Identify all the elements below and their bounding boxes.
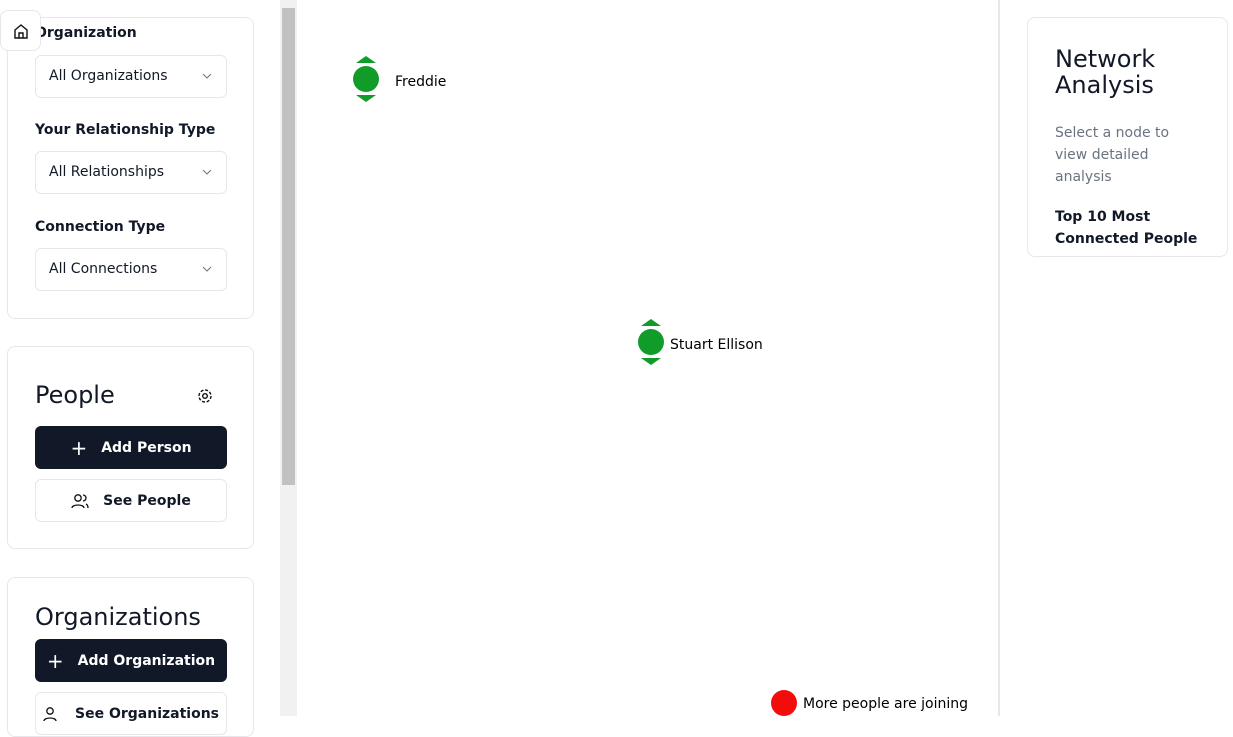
add-organization-button[interactable]: + Add Organization [35,639,227,682]
people-icon [71,493,89,508]
node[interactable]: Stuart Ellison [638,319,763,365]
see-organizations-button[interactable]: See Organizations [35,692,227,735]
filter-label: Connection Type [35,219,166,235]
select[interactable]: All Connections [35,248,227,291]
card-title: People [35,381,115,409]
card-title: Organizations [35,603,201,631]
scrollbar-thumb[interactable] [282,8,295,485]
button-label: Add Person [101,439,192,456]
home-button[interactable] [0,10,41,51]
node[interactable]: More people are joining [771,690,968,716]
filter-label: Organization [35,25,137,41]
scrollbar[interactable] [280,0,297,716]
network-graph[interactable]: Freddie Stuart Ellison More people are j… [298,0,998,716]
button-label: See Organizations [75,705,219,722]
chevron [202,266,212,272]
chevron [202,169,212,175]
filter-card: Organization All Organizations Your Rela… [7,17,254,319]
node[interactable]: Freddie [353,56,446,102]
organizations-card: Organizations + Add Organization See Orga… [7,577,254,737]
filter-label: Your Relationship Type [35,122,216,138]
hint: Select a node to view detailed analysis [1055,125,1170,185]
see-people-button[interactable]: See People [35,479,227,522]
analysis-card: Network Analysis Select a node to view d… [1027,17,1228,257]
settings-icon[interactable] [196,387,214,405]
select[interactable]: All Relationships [35,151,227,194]
button-label: Add Organization [77,652,216,669]
button-label: See People [103,492,191,509]
select-value: All Relationships [49,164,165,180]
card-title: Network Analysis [1055,45,1156,99]
node-label: Freddie [395,74,446,90]
divider [998,0,1000,716]
people-icon [43,706,57,721]
chevron [202,73,212,79]
select[interactable]: All Organizations [35,55,227,98]
select-value: All Organizations [49,68,168,84]
select-value: All Connections [49,261,158,277]
people-card: People + Add Person See People [7,346,254,549]
add-person-button[interactable]: + Add Person [35,426,227,469]
section-title: Top 10 Most Connected People [1055,209,1198,247]
home-icon [14,24,28,39]
node-label: Stuart Ellison [670,337,763,353]
node-label: More people are joining [803,696,968,712]
